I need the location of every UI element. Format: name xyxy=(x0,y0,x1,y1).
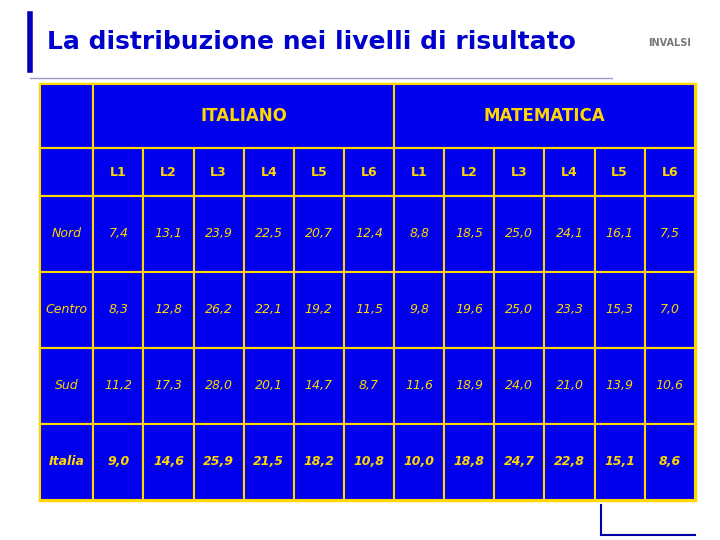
Text: 16,1: 16,1 xyxy=(606,227,634,240)
Text: Italia: Italia xyxy=(48,455,84,468)
Text: 24,1: 24,1 xyxy=(556,227,583,240)
Text: 11,5: 11,5 xyxy=(355,303,383,316)
Text: MATEMATICA: MATEMATICA xyxy=(484,107,606,125)
Text: 10,0: 10,0 xyxy=(404,455,435,468)
Text: 24,0: 24,0 xyxy=(505,379,534,392)
Text: 15,3: 15,3 xyxy=(606,303,634,316)
Text: 7,0: 7,0 xyxy=(660,303,680,316)
Text: 24,7: 24,7 xyxy=(504,455,535,468)
Text: L2: L2 xyxy=(160,166,177,179)
Text: INVALSI: INVALSI xyxy=(648,38,691,48)
Text: 22,8: 22,8 xyxy=(554,455,585,468)
Text: 15,1: 15,1 xyxy=(604,455,635,468)
Text: 8,3: 8,3 xyxy=(109,303,128,316)
Text: 13,9: 13,9 xyxy=(606,379,634,392)
Text: 18,8: 18,8 xyxy=(454,455,485,468)
Text: L6: L6 xyxy=(662,166,678,179)
Text: Centro: Centro xyxy=(45,303,87,316)
Text: L2: L2 xyxy=(461,166,477,179)
Text: 12,4: 12,4 xyxy=(355,227,383,240)
Text: L4: L4 xyxy=(261,166,277,179)
Text: 11,6: 11,6 xyxy=(405,379,433,392)
Text: 9,8: 9,8 xyxy=(409,303,429,316)
Text: 21,0: 21,0 xyxy=(556,379,583,392)
Text: 7,4: 7,4 xyxy=(109,227,128,240)
Text: 7,5: 7,5 xyxy=(660,227,680,240)
Text: 23,3: 23,3 xyxy=(556,303,583,316)
Text: Sud: Sud xyxy=(55,379,78,392)
Text: Nord: Nord xyxy=(51,227,81,240)
Text: 28,0: 28,0 xyxy=(204,379,233,392)
Text: 25,0: 25,0 xyxy=(505,227,534,240)
Text: ITALIANO: ITALIANO xyxy=(200,107,287,125)
Text: L4: L4 xyxy=(561,166,578,179)
Text: La distribuzione nei livelli di risultato: La distribuzione nei livelli di risultat… xyxy=(47,30,576,54)
Text: 12,8: 12,8 xyxy=(155,303,182,316)
Text: 21,5: 21,5 xyxy=(253,455,284,468)
Text: 25,9: 25,9 xyxy=(203,455,234,468)
Text: 10,8: 10,8 xyxy=(354,455,384,468)
Text: 19,6: 19,6 xyxy=(455,303,483,316)
Text: L1: L1 xyxy=(410,166,428,179)
Text: 18,2: 18,2 xyxy=(303,455,334,468)
Text: L6: L6 xyxy=(361,166,377,179)
Text: 18,9: 18,9 xyxy=(455,379,483,392)
Text: L3: L3 xyxy=(210,166,227,179)
Text: 22,5: 22,5 xyxy=(255,227,283,240)
Text: 9,0: 9,0 xyxy=(107,455,130,468)
Text: 14,6: 14,6 xyxy=(153,455,184,468)
Text: L5: L5 xyxy=(310,166,328,179)
Text: 8,8: 8,8 xyxy=(409,227,429,240)
Text: 23,9: 23,9 xyxy=(204,227,233,240)
Text: 8,6: 8,6 xyxy=(659,455,681,468)
Text: 19,2: 19,2 xyxy=(305,303,333,316)
Text: L3: L3 xyxy=(511,166,528,179)
Text: 18,5: 18,5 xyxy=(455,227,483,240)
Text: L5: L5 xyxy=(611,166,628,179)
Text: 8,7: 8,7 xyxy=(359,379,379,392)
Text: 10,6: 10,6 xyxy=(656,379,684,392)
Text: 14,7: 14,7 xyxy=(305,379,333,392)
Text: 20,1: 20,1 xyxy=(255,379,283,392)
Text: 22,1: 22,1 xyxy=(255,303,283,316)
Text: 25,0: 25,0 xyxy=(505,303,534,316)
Text: 13,1: 13,1 xyxy=(155,227,182,240)
Text: L1: L1 xyxy=(110,166,127,179)
Text: 11,2: 11,2 xyxy=(104,379,132,392)
Text: 20,7: 20,7 xyxy=(305,227,333,240)
Text: 17,3: 17,3 xyxy=(155,379,182,392)
Text: 26,2: 26,2 xyxy=(204,303,233,316)
